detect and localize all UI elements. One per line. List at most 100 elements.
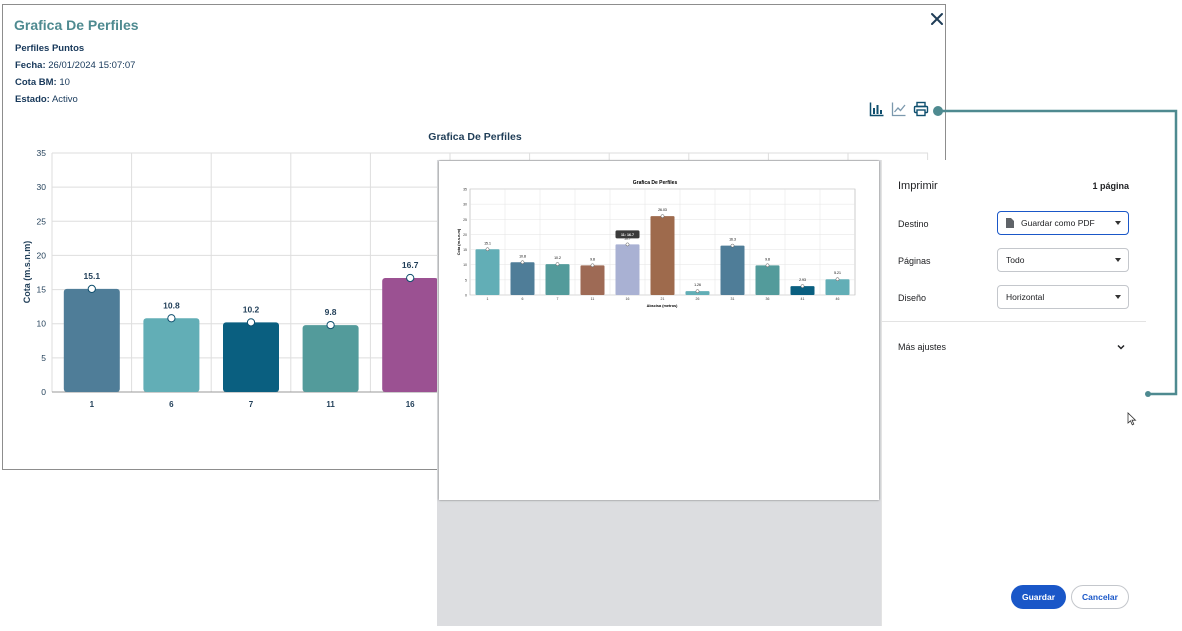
chevron-down-icon — [1115, 221, 1121, 225]
preview-x-tick-label: 41 — [801, 297, 805, 301]
preview-y-tick-label: 15 — [463, 248, 467, 252]
preview-bar — [545, 264, 570, 295]
fecha-value: 26/01/2024 15:07:07 — [48, 60, 136, 71]
preview-bar — [580, 265, 605, 295]
chevron-down-icon — [1115, 258, 1121, 262]
bar — [382, 277, 439, 392]
diseno-value: Horizontal — [1006, 292, 1045, 302]
preview-data-label: 9.8 — [590, 257, 595, 261]
preview-tooltip-label: 11: 16.7 — [621, 233, 634, 237]
y-tick-label: 20 — [37, 250, 47, 260]
data-label: 10.2 — [243, 304, 260, 314]
dialog-subtitle: Perfiles Puntos — [15, 43, 85, 54]
cota-value: 10 — [59, 77, 70, 88]
estado-row: Estado: Activo — [15, 94, 78, 105]
preview-x-tick-label: 26 — [696, 297, 700, 301]
preview-bar — [720, 245, 745, 295]
destino-label: Destino — [898, 219, 929, 229]
cota-label: Cota BM: — [15, 77, 57, 88]
destino-select[interactable]: Guardar como PDF — [997, 211, 1129, 235]
bar-point — [406, 273, 415, 283]
x-tick-label: 7 — [249, 400, 254, 409]
destino-value: Guardar como PDF — [1021, 218, 1095, 228]
more-settings-toggle[interactable]: Más ajustes — [898, 342, 947, 352]
preview-bar-point — [800, 284, 805, 288]
y-tick-label: 0 — [41, 387, 46, 397]
preview-chart-title: Grafica De Perfiles — [633, 180, 678, 186]
fecha-row: Fecha: 26/01/2024 15:07:07 — [15, 60, 135, 71]
preview-bar — [615, 244, 640, 295]
y-tick-label: 25 — [37, 216, 47, 226]
preview-bar-point — [835, 277, 840, 282]
preview-data-label: 2.93 — [799, 278, 806, 282]
preview-x-tick-label: 1 — [487, 297, 489, 301]
preview-x-tick-label: 31 — [731, 297, 735, 301]
chevron-down-icon[interactable] — [1116, 342, 1126, 352]
save-button[interactable]: Guardar — [1011, 585, 1066, 609]
bar — [143, 318, 200, 392]
page-count: 1 página — [1092, 181, 1129, 191]
data-label: 9.8 — [325, 307, 337, 317]
estado-label: Estado: — [15, 94, 50, 105]
preview-bar-point — [730, 243, 735, 248]
cancel-button[interactable]: Cancelar — [1071, 585, 1129, 609]
preview-x-tick-label: 16 — [626, 297, 630, 301]
preview-bar-point — [555, 262, 560, 266]
preview-bar-point — [695, 289, 700, 293]
preview-y-tick-label: 30 — [463, 203, 467, 207]
diseno-select[interactable]: Horizontal — [997, 285, 1129, 309]
preview-bar — [825, 279, 850, 295]
preview-y-tick-label: 20 — [463, 233, 467, 237]
bar-point — [326, 320, 335, 330]
bar — [223, 322, 279, 392]
preview-data-label: 10.8 — [519, 254, 526, 258]
mouse-cursor-icon — [1127, 412, 1137, 426]
print-settings-panel: Imprimir 1 página Destino Guardar como P… — [881, 160, 1146, 626]
preview-y-tick-label: 5 — [465, 278, 467, 282]
close-icon[interactable] — [929, 11, 945, 27]
preview-y-tick-label: 10 — [463, 263, 467, 267]
preview-bar-point — [485, 247, 490, 252]
paginas-select[interactable]: Todo — [997, 248, 1129, 272]
dialog-title: Grafica De Perfiles — [14, 17, 139, 33]
data-label: 10.8 — [163, 300, 180, 310]
preview-x-tick-label: 36 — [766, 297, 770, 301]
preview-bar-point — [660, 214, 665, 218]
cota-row: Cota BM: 10 — [15, 77, 70, 88]
preview-bar-point — [625, 242, 630, 247]
y-axis-label: Cota (m.s.n.m) — [22, 241, 32, 304]
bar — [302, 325, 359, 392]
bar-chart-icon[interactable] — [869, 101, 885, 117]
bar-point — [87, 284, 96, 293]
preview-x-tick-label: 21 — [661, 297, 665, 301]
print-icon[interactable] — [913, 101, 929, 117]
y-tick-label: 10 — [37, 319, 47, 329]
chart-toolbar — [869, 101, 929, 119]
preview-data-label: 10.2 — [554, 256, 561, 260]
estado-value: Activo — [51, 94, 78, 105]
chevron-down-icon — [1115, 295, 1121, 299]
print-title: Imprimir — [898, 180, 938, 192]
preview-x-tick-label: 6 — [522, 297, 524, 301]
preview-x-tick-label: 11 — [591, 297, 595, 301]
divider — [882, 321, 1146, 322]
preview-y-tick-label: 0 — [465, 294, 467, 298]
fecha-label: Fecha: — [15, 60, 46, 71]
preview-bar — [510, 262, 535, 295]
preview-data-label: 9.8 — [765, 257, 770, 261]
x-tick-label: 11 — [326, 400, 335, 409]
y-tick-label: 5 — [41, 353, 46, 363]
preview-data-label: 1.26 — [694, 283, 701, 287]
preview-x-axis-label: Abscisa (metros) — [647, 304, 679, 308]
y-tick-label: 30 — [37, 182, 47, 192]
chart-title: Grafica De Perfiles — [428, 131, 522, 143]
bar-point — [246, 318, 256, 327]
preview-data-label: 15.1 — [484, 241, 491, 245]
x-tick-label: 16 — [406, 400, 415, 409]
line-chart-icon[interactable] — [891, 101, 907, 117]
document-icon — [1006, 218, 1014, 228]
preview-bar-point — [520, 260, 525, 265]
preview-y-tick-label: 25 — [463, 218, 467, 222]
